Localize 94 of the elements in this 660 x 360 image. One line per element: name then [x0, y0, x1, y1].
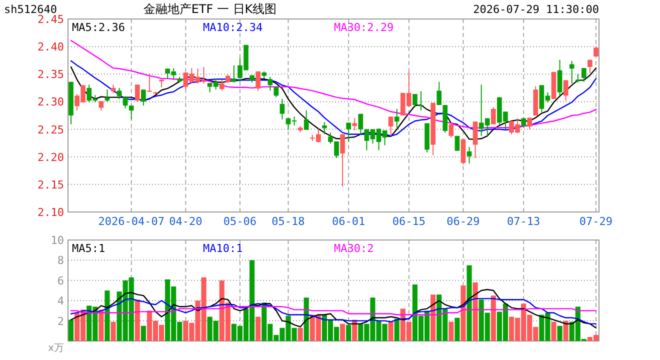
x-tick-label: 06-15	[392, 215, 426, 228]
candlestick	[521, 117, 526, 128]
bar	[448, 322, 454, 341]
text: MA5:1	[72, 242, 106, 255]
text: sh512640	[4, 3, 57, 16]
candlestick	[557, 59, 562, 96]
bar	[394, 318, 400, 341]
bar	[430, 294, 436, 341]
y-tick-label: 2.45	[38, 13, 64, 26]
text: MA5:2.36	[72, 21, 125, 34]
y-tick-label: 2.25	[38, 123, 64, 136]
y-tick-label: 2.15	[38, 178, 64, 192]
x-tick-label: 06-29	[446, 215, 480, 228]
bar	[454, 318, 460, 341]
bar	[110, 322, 116, 341]
candlestick	[466, 146, 472, 164]
candlestick	[280, 98, 285, 120]
candlestick	[563, 80, 568, 102]
candlestick	[527, 117, 532, 130]
text: MA30:2.29	[334, 21, 394, 34]
bar	[563, 320, 568, 341]
candlestick	[322, 122, 327, 135]
candlestick	[388, 116, 394, 136]
bar	[104, 290, 110, 341]
bar	[557, 326, 562, 341]
bar	[460, 285, 466, 341]
candlestick	[588, 59, 592, 74]
candlestick	[352, 118, 358, 131]
x-tick-label: 07-29	[579, 215, 613, 228]
x-tick-label: 06-01	[332, 215, 366, 228]
candlestick	[394, 108, 400, 128]
candlestick	[346, 122, 351, 142]
line-series	[70, 298, 597, 324]
y-tick-label: 6	[57, 274, 64, 288]
candlestick	[232, 64, 236, 83]
bar	[340, 324, 346, 341]
y-tick-label: 4	[57, 294, 64, 308]
x-tick-label: 05-18	[272, 215, 305, 228]
candlestick	[454, 135, 460, 152]
bar	[98, 310, 104, 341]
y-tick-label: 2	[57, 314, 64, 328]
bar	[388, 322, 394, 341]
candlestick	[141, 89, 146, 106]
bar	[140, 326, 146, 341]
bar	[68, 320, 74, 341]
line-series	[70, 288, 597, 328]
text: 2026-07-29 11:30:00	[473, 3, 599, 16]
candlestick	[98, 100, 104, 112]
y-tick-label: 2.30	[38, 96, 64, 109]
line-series	[70, 306, 597, 316]
candlestick	[569, 60, 574, 84]
text: MA10:1	[203, 242, 243, 255]
y-axis-title: x万	[48, 343, 64, 354]
candlestick	[418, 90, 424, 112]
candlestick	[122, 96, 128, 109]
candlestick	[128, 105, 134, 120]
bar	[490, 296, 496, 341]
bar	[298, 328, 303, 341]
candlestick	[582, 68, 586, 82]
candlestick	[490, 106, 496, 125]
y-tick-label: 10	[50, 234, 64, 247]
y-tick-label: 2.20	[38, 150, 64, 164]
chart-title: 金融地产ETF 一 日K线图	[143, 2, 277, 16]
bar	[134, 300, 140, 341]
candlestick	[219, 79, 224, 92]
bar	[472, 282, 478, 341]
y-tick-label: 2.35	[38, 68, 64, 82]
candlestick	[147, 73, 152, 92]
y-tick-label: 8	[57, 254, 64, 268]
candlestick	[256, 70, 260, 92]
candlestick	[304, 110, 309, 130]
candlestick	[116, 87, 122, 100]
candlestick	[436, 81, 442, 106]
bar	[346, 324, 352, 341]
text: MA30:2	[334, 242, 374, 255]
candlestick	[340, 134, 345, 188]
x-tick-label: 05-06	[223, 215, 257, 228]
candlestick	[268, 76, 273, 92]
x-tick-label: 04-20	[169, 215, 202, 228]
y-tick-label: 2.10	[38, 206, 64, 219]
y-tick-label: 2.40	[38, 40, 64, 54]
candlestick	[472, 121, 478, 158]
candlestick	[460, 138, 466, 166]
bar	[256, 316, 261, 341]
bar	[551, 322, 556, 341]
candlestick	[594, 46, 598, 57]
bar	[466, 265, 472, 341]
x-tick-label: 2026-04-07	[98, 215, 164, 228]
candlestick	[358, 113, 364, 135]
x-tick-label: 07-13	[507, 215, 540, 228]
candlestick	[412, 93, 418, 108]
candlestick	[448, 122, 454, 138]
candlestick	[134, 84, 140, 102]
text: MA10:2.34	[203, 21, 263, 34]
